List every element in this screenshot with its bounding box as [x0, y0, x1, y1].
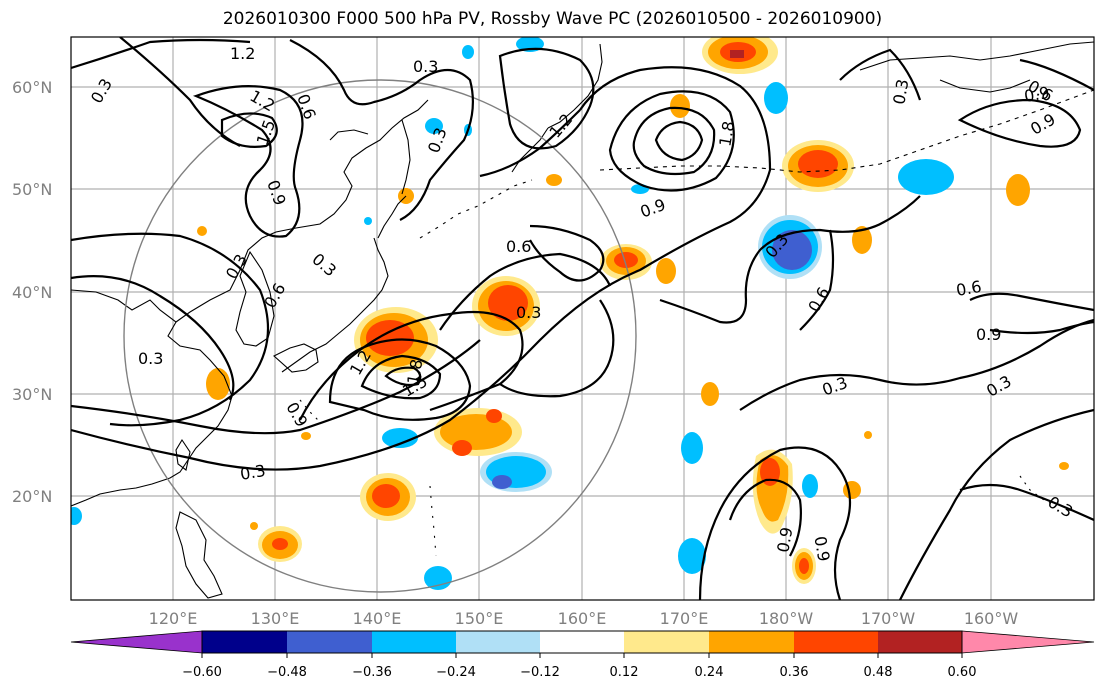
latitude-labels: 60°N 50°N 40°N 30°N 20°N [12, 78, 52, 506]
lon-label: 130°E [251, 609, 300, 628]
reference-circle [123, 79, 637, 593]
contour-label: 0.3 [138, 349, 163, 368]
colorbar-tick-label: 0.24 [695, 665, 724, 680]
contour-label: 0.6 [506, 237, 531, 256]
map-border [70, 36, 1095, 601]
contour-label: 0.3 [239, 461, 267, 484]
lat-label: 60°N [12, 78, 52, 97]
contour-label: 0.9 [810, 535, 833, 563]
lon-label: 120°E [149, 609, 198, 628]
lon-label: 160°W [964, 609, 1019, 628]
colorbar-segment [878, 631, 962, 653]
lon-label: 140°E [353, 609, 402, 628]
coastlines [71, 41, 1094, 599]
lon-label: 170°W [861, 609, 916, 628]
colorbar-segment [540, 631, 624, 653]
lat-label: 20°N [12, 487, 52, 506]
contour-label: 0.6 [955, 277, 983, 300]
lon-label: 160°E [558, 609, 607, 628]
colorbar-tick-label: −0.36 [352, 665, 392, 680]
colorbar-segment [70, 630, 203, 654]
contour-label: 1.8 [715, 120, 738, 148]
colorbar-segment [372, 631, 456, 653]
lon-label: 180°W [759, 609, 814, 628]
contour-label: 1.2 [230, 44, 255, 63]
colorbar-segment [624, 631, 709, 653]
lat-label: 50°N [12, 180, 52, 199]
colorbar-tick-label: −0.48 [267, 665, 307, 680]
colorbar-segment [709, 631, 794, 653]
contour-label: 1.8 [403, 358, 426, 386]
contour-label: 0.3 [889, 78, 912, 106]
colorbar-tick-label: −0.12 [520, 665, 560, 680]
colorbar-segment [456, 631, 540, 653]
map-title: 2026010300 F000 500 hPa PV, Rossby Wave … [222, 9, 883, 29]
lon-label: 150°E [455, 609, 504, 628]
colorbar-tick-label: −0.24 [436, 665, 476, 680]
contour-label: 0.9 [1023, 83, 1051, 106]
colorbar-segment [794, 631, 878, 653]
colorbar-segment [961, 630, 1095, 654]
colorbar-tick-label: 0.12 [610, 665, 639, 680]
colorbar-tick-label: 0.36 [780, 665, 809, 680]
colorbar-tick-label: 0.60 [948, 665, 977, 680]
pv-contours [71, 37, 1094, 600]
contour-label: 0.3 [516, 303, 541, 322]
lat-label: 40°N [12, 283, 52, 302]
longitude-labels: 120°E 130°E 140°E 150°E 160°E 170°E 180°… [149, 609, 1019, 628]
contour-label: 0.9 [773, 526, 796, 554]
contour-label: 0.3 [413, 57, 438, 76]
contour-label: 0.9 [976, 325, 1001, 344]
lat-label: 30°N [12, 385, 52, 404]
colorbar-tick-label: −0.60 [182, 665, 222, 680]
colorbar-segment [287, 631, 372, 653]
colorbar-tick-label: 0.48 [864, 665, 893, 680]
colorbar: −0.60 −0.48 −0.36 −0.24 −0.12 0.12 0.24 … [70, 630, 1095, 680]
colorbar-segment [202, 631, 287, 653]
lon-label: 170°E [660, 609, 709, 628]
